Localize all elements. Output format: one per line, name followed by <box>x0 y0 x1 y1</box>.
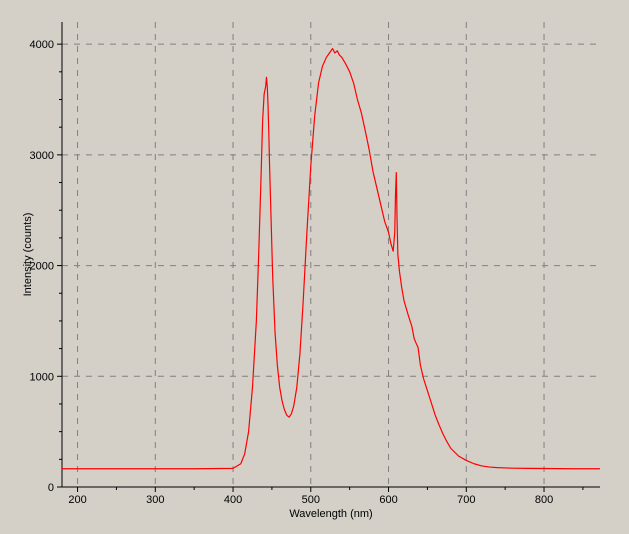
grid <box>62 22 600 487</box>
x-tick-label: 600 <box>379 494 397 506</box>
y-tick-label: 1000 <box>30 371 54 383</box>
x-tick-label: 300 <box>146 494 164 506</box>
y-tick-label: 2000 <box>30 261 54 273</box>
y-tick-label: 4000 <box>30 39 54 51</box>
axes: 200 300 400 500 600 700 800 0 1000 2000 3000 4000 <box>30 22 600 506</box>
x-tick-label: 700 <box>457 494 475 506</box>
y-axis-label: Intensity (counts) <box>22 213 34 297</box>
y-tick-label: 3000 <box>30 150 54 162</box>
y-tick-label: 0 <box>48 482 54 494</box>
x-tick-label: 200 <box>68 494 86 506</box>
x-tick-label: 500 <box>302 494 320 506</box>
x-axis-label: Wavelength (nm) <box>289 508 372 520</box>
series-layer <box>62 47 600 470</box>
spectrum-series-line <box>62 47 600 470</box>
x-tick-label: 400 <box>224 494 242 506</box>
x-tick-label: 800 <box>535 494 553 506</box>
